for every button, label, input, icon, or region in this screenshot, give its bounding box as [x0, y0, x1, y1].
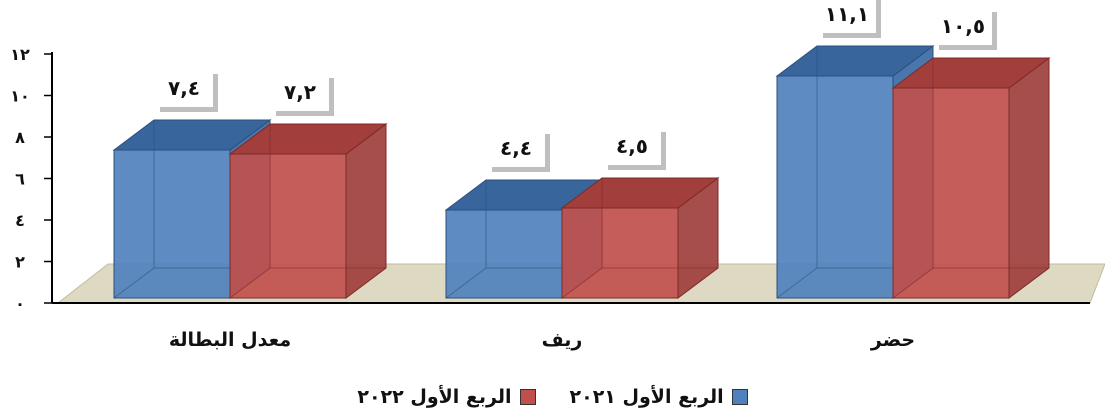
legend-swatch-2022: [519, 389, 536, 405]
legend-label-2021: الربع الأول ٢٠٢١: [569, 386, 724, 408]
legend-item-2022: الربع الأول ٢٠٢٢: [357, 386, 536, 408]
data-label-s0-c1: ٤,٤: [500, 136, 532, 160]
category-label: معدل البطالة: [169, 329, 291, 351]
bar-inner-diag-s1-c1: [561, 267, 603, 299]
data-label-box-s1-c1: [603, 127, 661, 165]
data-label-box-s0-c0: [155, 69, 213, 107]
category-label: حضر: [870, 329, 915, 351]
y-tick-label: ١٠: [10, 87, 30, 106]
data-label-box-s0-c2: [818, 0, 876, 33]
y-tick-label: ٢: [15, 253, 25, 272]
legend-item-2021: الربع الأول ٢٠٢١: [570, 386, 748, 408]
data-label-s1-c1: ٤,٥: [616, 134, 648, 158]
legend-swatch-2021: [731, 389, 748, 405]
data-label-s1-c2: ١٠,٥: [941, 14, 985, 38]
data-label-s0-c2: ١١,١: [825, 2, 869, 26]
y-tick-label: ٦: [15, 170, 25, 189]
bar-s1-c0: [229, 153, 347, 299]
bar-inner-diag-s0-c1: [445, 267, 487, 299]
legend-label-2022: الربع الأول ٢٠٢٢: [357, 386, 512, 408]
data-label-box-s1-c2: [934, 7, 992, 45]
bar-inner-diag-s1-c0: [229, 267, 271, 299]
category-label: ريف: [542, 329, 583, 351]
data-label-box-s0-c1: [487, 129, 545, 167]
bar-s1-c2: [892, 87, 1010, 299]
y-tick-label: ٠: [15, 294, 25, 313]
y-tick-label: ٤: [15, 211, 25, 230]
bar-inner-diag-s0-c0: [113, 267, 155, 299]
bar-s0-c2: [776, 75, 894, 299]
y-tick-label: ٨: [15, 128, 25, 147]
data-label-s1-c0: ٧,٢: [284, 80, 316, 104]
bar-side-s1-c2: [1008, 57, 1050, 299]
bar-inner-diag-s0-c2: [776, 267, 818, 299]
y-tick-label: ١٢: [10, 45, 30, 64]
bar-inner-diag-s1-c2: [892, 267, 934, 299]
bar-s0-c0: [113, 149, 231, 299]
chart-plot-area: ٠ ٢ ٤ ٦ ٨ ١٠ ١٢ ٧,٤ ٧,٢ معدل البطالة ٤,٤ ٤,٥ ريف ١١,١…: [10, 0, 1105, 351]
chart-legend: الربع الأول ٢٠٢١ الربع الأول ٢٠٢٢: [0, 386, 1105, 408]
data-label-box-s1-c0: [271, 73, 329, 111]
data-label-s0-c0: ٧,٤: [168, 76, 200, 100]
